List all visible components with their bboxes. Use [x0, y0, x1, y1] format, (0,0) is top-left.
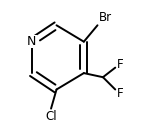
Text: Br: Br: [99, 11, 112, 24]
Text: N: N: [27, 35, 37, 48]
Text: F: F: [117, 87, 123, 100]
Text: F: F: [117, 58, 123, 71]
Text: Cl: Cl: [45, 110, 57, 123]
